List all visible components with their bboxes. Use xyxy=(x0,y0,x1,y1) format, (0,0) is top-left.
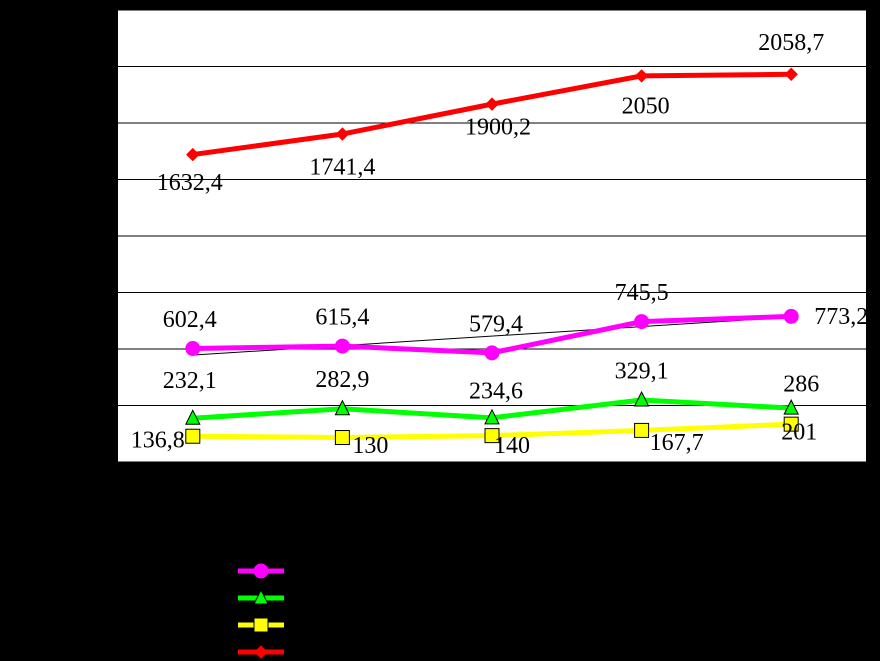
data-label: 1741,4 xyxy=(309,155,375,181)
marker xyxy=(253,588,269,605)
data-label: 130 xyxy=(352,433,388,459)
data-label: 602,4 xyxy=(163,307,217,333)
marker xyxy=(185,341,201,357)
data-label: 286 xyxy=(783,372,819,398)
marker xyxy=(184,409,201,425)
marker xyxy=(334,338,350,354)
data-label: 615,4 xyxy=(315,305,369,331)
data-label: 232,1 xyxy=(163,368,217,394)
marker xyxy=(334,430,350,446)
marker xyxy=(633,390,650,407)
data-label: 234,6 xyxy=(469,378,523,404)
data-label: 2058,7 xyxy=(758,30,824,56)
data-label: 201 xyxy=(781,420,817,446)
data-label: 136,8 xyxy=(131,428,185,454)
data-label: 1632,4 xyxy=(157,170,223,196)
marker xyxy=(783,308,799,324)
data-label: 282,9 xyxy=(315,367,369,393)
marker xyxy=(335,127,350,141)
marker xyxy=(253,563,269,579)
marker xyxy=(484,345,500,361)
marker xyxy=(484,428,500,444)
marker xyxy=(634,69,649,83)
marker xyxy=(784,67,798,81)
marker xyxy=(334,399,351,416)
marker xyxy=(186,147,200,162)
marker xyxy=(185,428,201,444)
marker xyxy=(484,408,500,425)
data-label: 579,4 xyxy=(469,311,523,337)
data-label: 329,1 xyxy=(615,359,669,385)
data-label: 745,5 xyxy=(615,280,669,306)
marker xyxy=(254,645,268,659)
data-label: 1900,2 xyxy=(465,115,531,141)
marker xyxy=(783,399,800,415)
data-label: 167,7 xyxy=(650,430,704,456)
data-label: 2050 xyxy=(622,93,670,119)
data-label: 140 xyxy=(494,433,530,459)
data-label: 773,2 xyxy=(814,304,868,330)
marker xyxy=(253,617,269,633)
marker xyxy=(634,422,650,438)
marker xyxy=(634,314,650,330)
marker xyxy=(783,416,799,432)
marker xyxy=(485,97,499,111)
